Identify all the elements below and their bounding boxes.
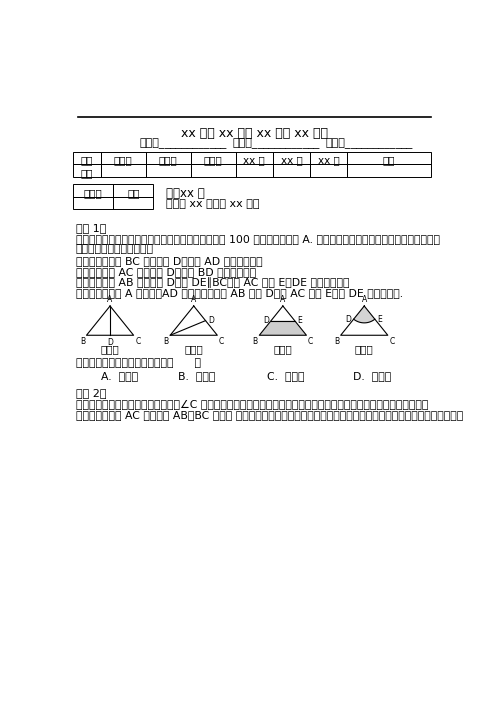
Text: 题型: 题型: [80, 155, 93, 166]
Text: 总分: 总分: [383, 155, 395, 166]
Polygon shape: [354, 306, 375, 323]
Polygon shape: [259, 321, 307, 336]
Bar: [73, 152, 101, 164]
Text: A: A: [108, 295, 113, 304]
Text: C: C: [308, 337, 313, 346]
Text: D.  方法四: D. 方法四: [353, 371, 391, 381]
Text: 如图，要在一块形状为直角三角形（∠C 为直角）的鐵皮上裁出一个半圆形的鐵皮，需先在这块鐵皮上画出一个半圆，使: 如图，要在一块形状为直角三角形（∠C 为直角）的鐵皮上裁出一个半圆形的鐵皮，需先…: [76, 400, 429, 410]
Bar: [113, 185, 153, 197]
Text: xx 题: xx 题: [318, 155, 339, 166]
Text: 一、xx 题: 一、xx 题: [166, 187, 205, 199]
Text: 方法三：在腰 AB 上找一点 D，作 DE∥BC，交 AC 于点 E，DE 作为分割线；: 方法三：在腰 AB 上找一点 D，作 DE∥BC，交 AC 于点 E，DE 作为…: [76, 277, 350, 289]
Text: 评卷人: 评卷人: [84, 188, 102, 198]
Text: 某小区现有一块等腰直角三角形形状的绿地，腰长为 100 米，直角顶点为 A. 小区物业管委会准备把它分割成面积相等的: 某小区现有一块等腰直角三角形形状的绿地，腰长为 100 米，直角顶点为 A. 小…: [76, 234, 440, 244]
Text: 选择题: 选择题: [114, 155, 132, 166]
Text: D: D: [107, 338, 113, 347]
Bar: [146, 164, 190, 177]
Bar: [190, 164, 236, 177]
Text: 方法四：以顶点 A 为圆心，AD 为半径作弧，交 AB 于点 D，交 AC 于点 E，弧 DE 作为分割线.: 方法四：以顶点 A 为圆心，AD 为半径作弧，交 AB 于点 D，交 AC 于点…: [76, 289, 403, 298]
Text: 试题 1：: 试题 1：: [76, 223, 106, 233]
Text: D: D: [263, 316, 269, 325]
Text: B.  方法二: B. 方法二: [178, 371, 216, 381]
Text: 得分: 得分: [80, 168, 93, 178]
Bar: [101, 152, 146, 164]
Text: A: A: [362, 295, 367, 304]
Text: 年级：____________: 年级：____________: [233, 138, 320, 149]
Text: B: B: [334, 337, 339, 346]
Text: D: D: [208, 316, 214, 325]
Text: 这些分割方法中分割线最短的是（      ）: 这些分割方法中分割线最短的是（ ）: [76, 358, 201, 369]
Text: 姓名：____________: 姓名：____________: [139, 138, 227, 149]
Text: 方法二：在腰 AC 上找一点 D，连接 BD 作为分割线；: 方法二：在腰 AC 上找一点 D，连接 BD 作为分割线；: [76, 267, 256, 277]
Text: 它的圆心在线段 AC 上，且与 AB、BC 都相切 请你用直尺和圆规画出来（要求用尺规作图，保留作图痕迹，不要求写作法）。: 它的圆心在线段 AC 上，且与 AB、BC 都相切 请你用直尺和圆规画出来（要求…: [76, 410, 463, 420]
Text: B: B: [252, 337, 258, 346]
Text: C: C: [135, 337, 140, 346]
Bar: [236, 164, 273, 177]
Bar: [73, 197, 113, 209]
Bar: [101, 164, 146, 177]
Bar: [273, 164, 310, 177]
Text: 方法三: 方法三: [273, 345, 292, 355]
Text: 两块，有如下的分割方法：: 两块，有如下的分割方法：: [76, 244, 154, 254]
Text: B: B: [164, 337, 169, 346]
Text: C: C: [219, 337, 224, 346]
Bar: [190, 152, 236, 164]
Text: 得分: 得分: [127, 188, 139, 198]
Bar: [113, 197, 153, 209]
Text: 填空题: 填空题: [159, 155, 178, 166]
Text: E: E: [297, 316, 302, 325]
Text: E: E: [377, 314, 382, 324]
Text: 试题 2：: 试题 2：: [76, 388, 107, 399]
Bar: [347, 164, 431, 177]
Text: C: C: [389, 337, 395, 346]
Text: 简答题: 简答题: [204, 155, 223, 166]
Bar: [236, 152, 273, 164]
Text: 方法二: 方法二: [185, 345, 203, 355]
Text: 方法四: 方法四: [355, 345, 373, 355]
Text: A: A: [280, 295, 286, 304]
Bar: [146, 152, 190, 164]
Text: C.  方法三: C. 方法三: [267, 371, 305, 381]
Bar: [347, 152, 431, 164]
Bar: [273, 152, 310, 164]
Text: A: A: [191, 295, 196, 304]
Text: xx 题: xx 题: [244, 155, 265, 166]
Text: 方法一: 方法一: [101, 345, 120, 355]
Bar: [310, 164, 347, 177]
Text: A.  方法一: A. 方法一: [101, 371, 138, 381]
Text: （每空 xx 分，共 xx 分）: （每空 xx 分，共 xx 分）: [166, 199, 259, 209]
Text: D: D: [345, 314, 351, 324]
Bar: [73, 185, 113, 197]
Text: xx 学校 xx 学年 xx 学期 xx 试卷: xx 学校 xx 学年 xx 学期 xx 试卷: [181, 126, 328, 140]
Text: 方法一：在底边 BC 上找一点 D，连接 AD 作为分割线；: 方法一：在底边 BC 上找一点 D，连接 AD 作为分割线；: [76, 256, 262, 266]
Text: 学号：____________: 学号：____________: [325, 138, 413, 149]
Bar: [310, 152, 347, 164]
Bar: [73, 164, 101, 177]
Text: xx 题: xx 题: [281, 155, 302, 166]
Text: B: B: [80, 337, 85, 346]
